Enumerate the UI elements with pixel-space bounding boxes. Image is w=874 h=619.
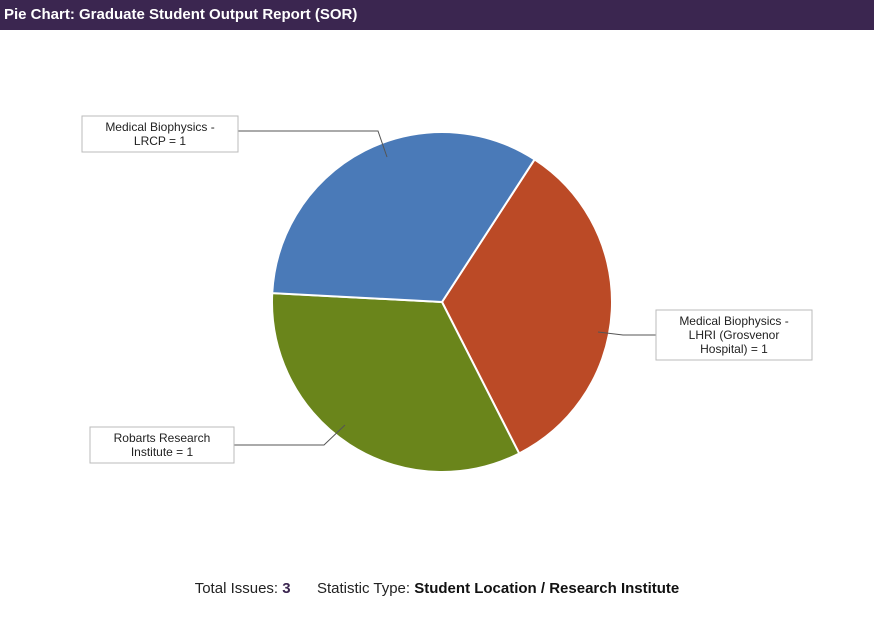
pie-slice-3: [271, 131, 536, 304]
slice-label-line: Hospital) = 1: [700, 342, 768, 356]
total-issues-label: Total Issues:: [194, 580, 279, 597]
callout-leader-line: [597, 331, 656, 336]
pie-slice-2: [271, 292, 521, 473]
callout-leader-line: [234, 424, 346, 446]
slice-callout-2: Medical Biophysics -LHRI (GrosvenorHospi…: [597, 309, 813, 361]
statistic-type-label: Statistic Type:: [316, 580, 411, 597]
total-issues-value: 3: [282, 580, 291, 597]
slice-label-line: Medical Biophysics -: [105, 120, 214, 134]
slice-callout-1: Medical Biophysics -LRCP = 1: [81, 115, 388, 158]
callout-box: [89, 426, 235, 464]
callout-box: [81, 115, 239, 153]
slice-label-line: LRCP = 1: [134, 134, 186, 148]
chart-footer: Total Issues: 3 Statistic Type: Student …: [0, 580, 874, 597]
callout-box: [655, 309, 813, 361]
slice-label-line: LHRI (Grosvenor: [689, 328, 780, 342]
slice-label-line: Robarts Research: [114, 431, 211, 445]
statistic-type-value: Student Location / Research Institute: [414, 580, 680, 597]
slice-label-line: Medical Biophysics -: [679, 314, 788, 328]
pie-slice-1: [440, 158, 613, 455]
page-title: Pie Chart: Graduate Student Output Repor…: [0, 0, 874, 30]
callout-leader-line: [238, 130, 388, 158]
slice-label-line: Institute = 1: [131, 445, 194, 459]
